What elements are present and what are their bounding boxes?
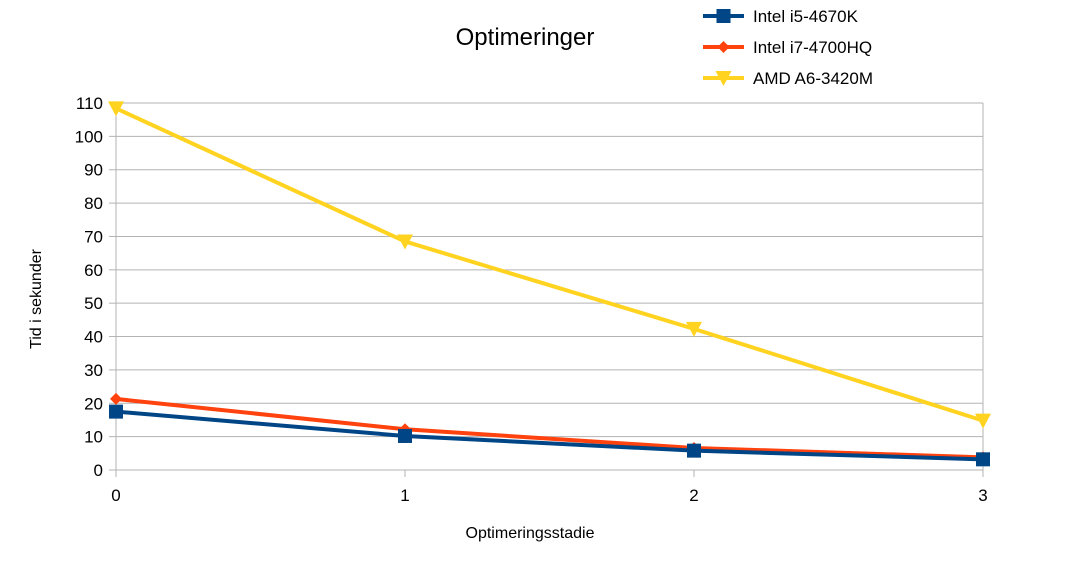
y-tick-label: 60 — [84, 261, 103, 280]
legend-item: Intel i7-4700HQ — [703, 38, 872, 57]
data-point-marker — [976, 452, 990, 467]
legend-label: Intel i7-4700HQ — [753, 38, 872, 57]
data-point-marker — [108, 101, 124, 117]
series-line — [115, 409, 984, 462]
y-tick-label: 0 — [94, 461, 103, 480]
legend-marker-swatch — [715, 71, 732, 86]
x-axis-title: Optimeringsstadie — [466, 525, 595, 542]
legend-label: Intel i5-4670K — [753, 7, 859, 26]
y-tick-label: 100 — [75, 127, 103, 146]
y-tick-label: 30 — [84, 361, 103, 380]
y-tick-label: 50 — [84, 294, 103, 313]
x-tick-label: 0 — [111, 486, 120, 505]
data-point-marker — [975, 413, 991, 429]
series-intel-i5-4670k — [109, 404, 990, 467]
y-tick-label: 80 — [84, 194, 103, 213]
legend: Intel i5-4670K Intel i7-4700HQ AMD A6-3420… — [703, 7, 873, 88]
legend-label: AMD A6-3420M — [753, 69, 873, 88]
data-point-marker — [398, 428, 412, 443]
data-point-marker — [686, 321, 702, 337]
y-tick-label: 40 — [84, 328, 103, 347]
data-point-marker — [109, 404, 123, 419]
data-point-marker — [397, 234, 413, 250]
y-tick-label: 90 — [84, 161, 103, 180]
legend-item: AMD A6-3420M — [703, 69, 873, 88]
x-tick-label: 2 — [689, 486, 698, 505]
data-point-marker — [110, 392, 122, 405]
legend-marker-swatch — [716, 9, 731, 23]
y-tick-label: 20 — [84, 394, 103, 413]
y-axis-title: Tid i sekunder — [28, 248, 45, 349]
series-amd-a6-3420m — [108, 101, 991, 429]
series-line — [115, 106, 984, 423]
y-tick-label: 10 — [84, 428, 103, 447]
y-tick-label: 110 — [76, 94, 103, 113]
legend-item: Intel i5-4670K — [703, 7, 859, 26]
chart-title: Optimeringer — [456, 24, 595, 51]
y-tick-label: 70 — [84, 227, 103, 246]
x-tick-label: 1 — [400, 486, 409, 505]
data-point-marker — [687, 443, 701, 458]
legend-marker-swatch — [717, 41, 730, 53]
x-tick-label: 3 — [978, 486, 987, 505]
series-line — [115, 396, 984, 460]
